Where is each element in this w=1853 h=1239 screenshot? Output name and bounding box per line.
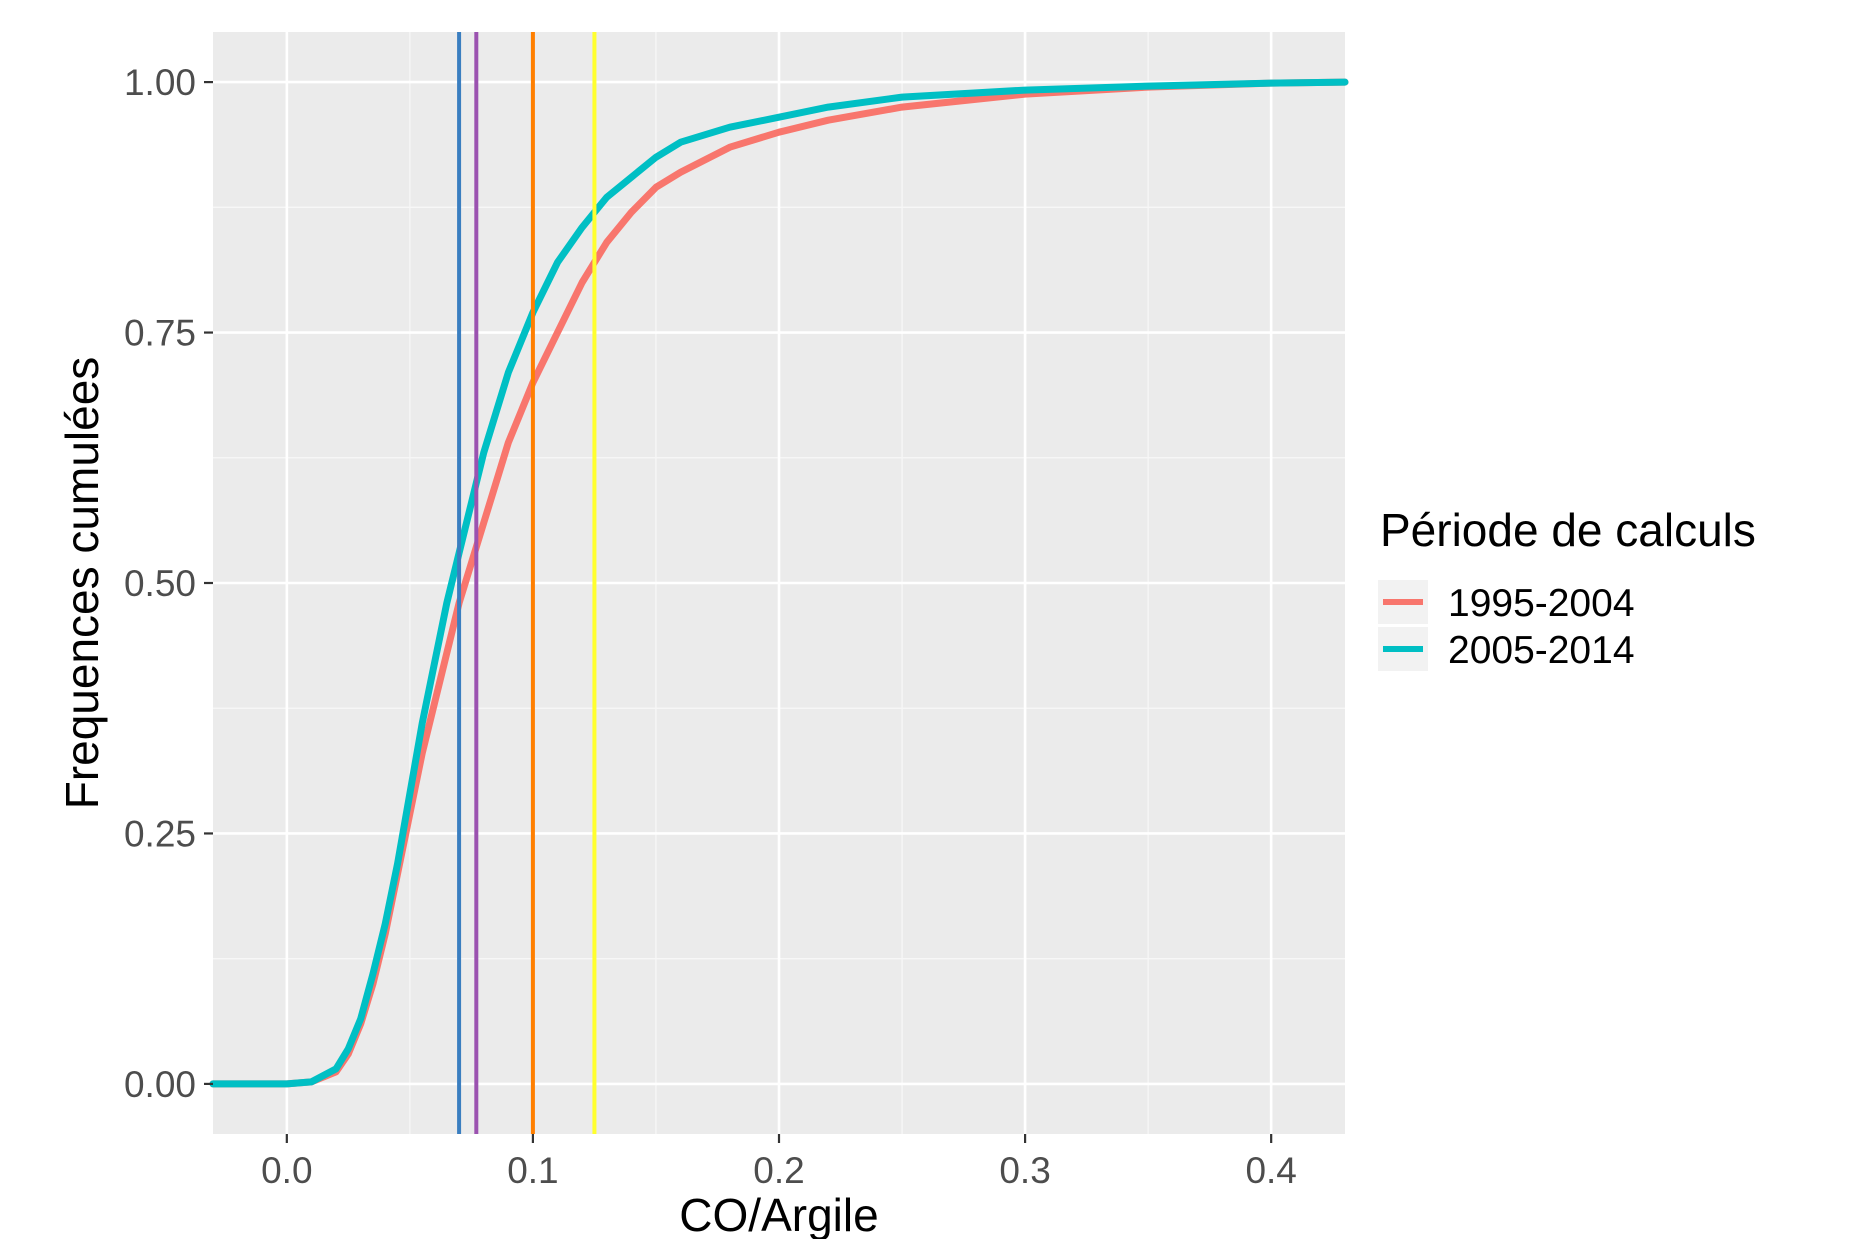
legend: Période de calculs 1995-2004 2005-2014	[1378, 504, 1756, 672]
series-lines	[209, 78, 1349, 1088]
x-tick-label: 0.4	[1245, 1150, 1296, 1191]
series-line-2005-2014	[209, 78, 1349, 1088]
y-axis-title: Frequences cumulées	[56, 357, 108, 810]
y-tick-label: 0.50	[124, 563, 196, 604]
legend-title: Période de calculs	[1380, 504, 1756, 556]
x-tick-label: 0.0	[261, 1150, 312, 1191]
reference-lines	[457, 32, 597, 1134]
legend-label-1995-2004: 1995-2004	[1448, 582, 1635, 625]
x-tick-label: 0.2	[753, 1150, 804, 1191]
y-tick-label: 1.00	[124, 62, 196, 103]
x-tick-label: 0.1	[507, 1150, 558, 1191]
axis-ticks: 0.0 0.1 0.2 0.3 0.4 0.00 0.25 0.50 0.75 1.00	[124, 62, 1297, 1191]
y-tick-label: 0.00	[124, 1064, 196, 1105]
y-tick-label: 0.25	[124, 813, 196, 854]
y-tick-label: 0.75	[124, 313, 196, 354]
x-axis-title: CO/Argile	[679, 1189, 878, 1239]
legend-label-2005-2014: 2005-2014	[1448, 629, 1635, 672]
x-tick-label: 0.3	[999, 1150, 1050, 1191]
